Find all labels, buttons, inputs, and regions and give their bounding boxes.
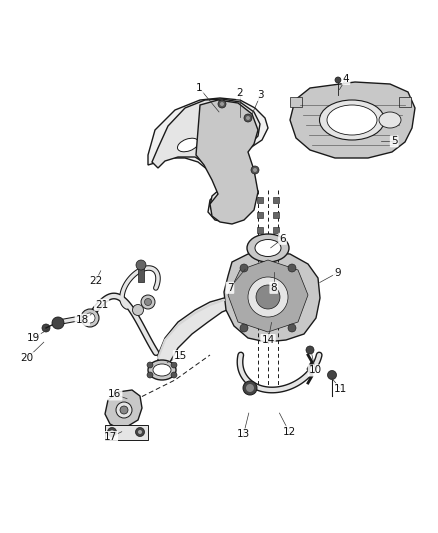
Ellipse shape <box>208 125 229 139</box>
Text: 4: 4 <box>343 74 350 84</box>
Circle shape <box>42 324 50 332</box>
Polygon shape <box>148 98 268 222</box>
Circle shape <box>220 102 224 106</box>
Text: 13: 13 <box>237 430 250 439</box>
Text: 6: 6 <box>279 234 286 244</box>
Ellipse shape <box>237 124 254 135</box>
Text: 14: 14 <box>261 335 275 345</box>
Bar <box>273 212 279 218</box>
Circle shape <box>335 77 341 83</box>
Text: 20: 20 <box>21 353 34 363</box>
Circle shape <box>120 406 128 414</box>
Polygon shape <box>228 260 308 332</box>
Circle shape <box>240 264 248 272</box>
Circle shape <box>243 381 257 395</box>
Circle shape <box>145 298 152 305</box>
Circle shape <box>147 372 153 378</box>
Text: 15: 15 <box>174 351 187 361</box>
Bar <box>138 268 144 282</box>
Circle shape <box>218 100 226 108</box>
Circle shape <box>171 372 177 378</box>
Bar <box>399 97 411 107</box>
Bar <box>257 212 263 218</box>
Text: 22: 22 <box>89 277 102 286</box>
Text: 5: 5 <box>391 136 398 146</box>
Circle shape <box>288 324 296 332</box>
Bar <box>257 227 263 233</box>
Circle shape <box>251 166 259 174</box>
Bar <box>273 227 279 233</box>
Text: 11: 11 <box>334 384 347 394</box>
Circle shape <box>306 346 314 354</box>
Circle shape <box>85 313 95 323</box>
Ellipse shape <box>319 100 385 140</box>
Ellipse shape <box>255 239 281 256</box>
Text: 17: 17 <box>104 432 117 442</box>
Ellipse shape <box>379 112 401 128</box>
Bar <box>257 197 263 203</box>
Text: 18: 18 <box>76 315 89 325</box>
Text: 10: 10 <box>309 366 322 375</box>
Circle shape <box>116 402 132 418</box>
Text: 3: 3 <box>257 90 264 100</box>
Text: 8: 8 <box>270 283 277 293</box>
Circle shape <box>135 427 145 437</box>
Bar <box>273 197 279 203</box>
Text: 2: 2 <box>237 88 244 98</box>
Polygon shape <box>290 82 415 158</box>
Circle shape <box>256 285 280 309</box>
Circle shape <box>288 264 296 272</box>
Circle shape <box>138 430 142 434</box>
Polygon shape <box>152 99 260 218</box>
Circle shape <box>147 362 153 368</box>
Bar <box>290 97 302 107</box>
Text: 9: 9 <box>334 268 341 278</box>
Circle shape <box>253 168 257 172</box>
Polygon shape <box>224 252 320 342</box>
Circle shape <box>136 260 146 270</box>
Circle shape <box>244 114 252 122</box>
Circle shape <box>248 277 288 317</box>
Circle shape <box>133 304 144 316</box>
Polygon shape <box>158 298 232 376</box>
Circle shape <box>246 384 254 392</box>
Text: 21: 21 <box>95 300 108 310</box>
Ellipse shape <box>327 105 377 135</box>
Circle shape <box>110 430 114 434</box>
Circle shape <box>328 370 336 379</box>
Text: 19: 19 <box>27 333 40 343</box>
Circle shape <box>141 295 155 309</box>
Ellipse shape <box>247 234 289 262</box>
Circle shape <box>107 427 117 437</box>
Polygon shape <box>105 390 142 428</box>
Circle shape <box>81 309 99 327</box>
Circle shape <box>240 324 248 332</box>
Circle shape <box>52 317 64 329</box>
Text: 16: 16 <box>108 390 121 399</box>
Ellipse shape <box>177 138 198 152</box>
Text: 7: 7 <box>226 283 233 293</box>
Polygon shape <box>196 100 258 224</box>
Polygon shape <box>105 425 148 440</box>
Ellipse shape <box>148 360 176 380</box>
Circle shape <box>246 116 250 120</box>
Circle shape <box>171 362 177 368</box>
Ellipse shape <box>153 364 171 376</box>
Text: 12: 12 <box>283 427 296 437</box>
Text: 1: 1 <box>196 83 203 93</box>
